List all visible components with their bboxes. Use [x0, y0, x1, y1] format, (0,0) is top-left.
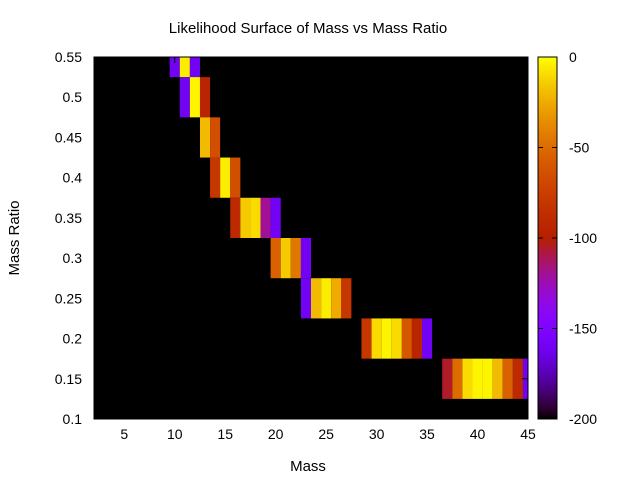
- heatmap-cell: [300, 278, 311, 319]
- heatmap-cell: [199, 77, 211, 118]
- heatmap-cell: [270, 197, 281, 238]
- colorbar-tick-label: -100: [569, 230, 597, 246]
- heatmap-cell: [220, 157, 231, 198]
- y-axis-label: Mass Ratio: [6, 200, 23, 275]
- y-tick-label: 0.15: [55, 371, 82, 387]
- heatmap-cell: [391, 318, 402, 359]
- x-tick-label: 15: [217, 426, 233, 442]
- heatmap-cell: [250, 197, 261, 238]
- y-tick-label: 0.1: [63, 411, 83, 427]
- heatmap-cell: [189, 57, 200, 78]
- heatmap-cell: [442, 358, 453, 399]
- heatmap-cell: [371, 318, 382, 359]
- heatmap-cell: [270, 238, 281, 279]
- x-tick-label: 45: [520, 426, 536, 442]
- x-axis-ticks: 5 10 15 20 25 30 35 40 45: [120, 57, 536, 442]
- heatmap-cell: [341, 278, 352, 319]
- heatmap-cell: [290, 238, 301, 279]
- x-tick-label: 20: [268, 426, 284, 442]
- heatmap-cell: [311, 278, 322, 319]
- heatmap-cell: [189, 77, 200, 118]
- heatmap-cell: [199, 117, 211, 158]
- y-tick-label: 0.35: [55, 210, 82, 226]
- x-tick-label: 30: [369, 426, 385, 442]
- x-tick-label: 5: [120, 426, 128, 442]
- colorbar-ticks: 0 -50 -100 -150 -200: [538, 49, 597, 427]
- heatmap-cell: [512, 358, 523, 399]
- y-tick-label: 0.5: [63, 89, 83, 105]
- x-tick-label: 10: [167, 426, 183, 442]
- heatmap-cell: [482, 358, 493, 399]
- heatmap-cell: [452, 358, 463, 399]
- heatmap-cell: [502, 358, 513, 399]
- y-tick-label: 0.3: [63, 250, 83, 266]
- heatmap-cell: [472, 358, 483, 399]
- heatmap-cell: [169, 57, 180, 78]
- heatmap-cell: [492, 358, 503, 399]
- heatmap-cell: [230, 157, 241, 198]
- heatmap-cell: [411, 318, 423, 359]
- heatmap-cell: [280, 238, 291, 279]
- heatmap-cell: [260, 197, 271, 238]
- x-tick-label: 40: [470, 426, 486, 442]
- heatmap-cell: [361, 318, 372, 359]
- y-tick-label: 0.55: [55, 49, 82, 65]
- heatmap-cell: [462, 358, 473, 399]
- heatmap-cell: [381, 318, 392, 359]
- heatmap-cell: [230, 197, 241, 238]
- heatmap-cell: [240, 197, 251, 238]
- colorbar-tick-label: -150: [569, 321, 597, 337]
- heatmap-cell: [179, 57, 190, 78]
- heatmap-cell: [300, 238, 311, 279]
- heatmap-cell: [401, 318, 412, 359]
- colorbar-tick-label: -200: [569, 411, 597, 427]
- x-tick-label: 35: [419, 426, 435, 442]
- heatmap-cell: [422, 318, 433, 359]
- plot-border: [93, 56, 529, 420]
- colorbar-tick-label: 0: [569, 49, 577, 65]
- heatmap-cell: [321, 278, 332, 319]
- colorbar-tick-label: -50: [569, 140, 589, 156]
- chart-title: Likelihood Surface of Mass vs Mass Ratio: [169, 20, 447, 37]
- y-axis-ticks: 0.1 0.15 0.2 0.25 0.3 0.35 0.4 0.45 0.5 0.55: [55, 49, 528, 427]
- heatmap-cell: [179, 77, 190, 118]
- heatmap-cell: [210, 157, 221, 198]
- y-tick-label: 0.4: [63, 170, 83, 186]
- y-tick-label: 0.25: [55, 290, 82, 306]
- y-tick-label: 0.45: [55, 129, 82, 145]
- x-axis-label: Mass: [290, 458, 326, 475]
- heatmap-cell: [210, 117, 221, 158]
- y-tick-label: 0.2: [63, 331, 83, 347]
- x-tick-label: 25: [318, 426, 334, 442]
- heatmap-cell: [331, 278, 342, 319]
- heatmap-cells: [93, 56, 529, 420]
